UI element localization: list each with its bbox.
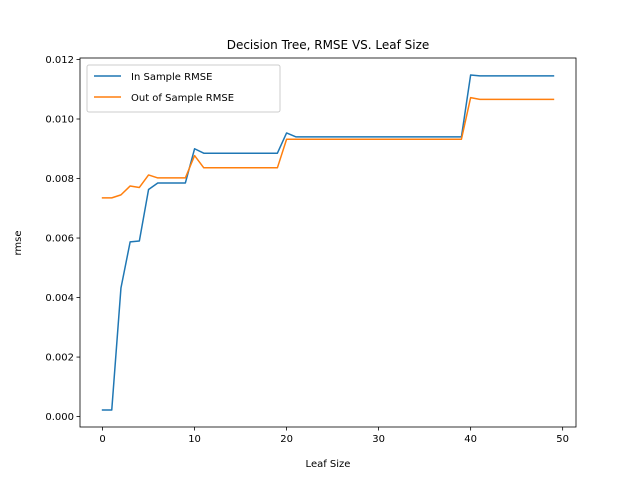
x-tick-label: 40 — [464, 434, 477, 445]
x-axis-label: Leaf Size — [306, 459, 351, 470]
y-tick-label: 0.008 — [45, 174, 74, 185]
y-tick-label: 0.010 — [45, 115, 74, 126]
y-tick-label: 0.004 — [45, 293, 74, 304]
y-tick-label: 0.006 — [45, 234, 74, 245]
y-axis-label: rmse — [13, 230, 24, 255]
y-tick-label: 0.002 — [45, 353, 74, 364]
x-tick-label: 0 — [99, 434, 105, 445]
series-line-in-sample — [101, 74, 555, 411]
legend-box — [86, 64, 281, 113]
x-axis: 0 10 20 30 40 50 — [99, 427, 569, 445]
series-line-out-of-sample — [101, 96, 555, 199]
plot-area — [101, 74, 555, 411]
x-tick-label: 30 — [372, 434, 385, 445]
legend-label-out-of-sample: Out of Sample RMSE — [131, 93, 234, 104]
y-axis: 0.000 0.002 0.004 0.006 0.008 0.010 0.012 — [45, 55, 80, 423]
x-tick-label: 10 — [188, 434, 201, 445]
legend-label-in-sample: In Sample RMSE — [131, 72, 212, 83]
y-tick-label: 0.000 — [45, 412, 74, 423]
legend: In Sample RMSE Out of Sample RMSE — [86, 64, 281, 113]
axes-frame — [79, 57, 577, 428]
x-tick-label: 50 — [556, 434, 569, 445]
chart-title: Decision Tree, RMSE VS. Leaf Size — [227, 38, 430, 52]
y-tick-label: 0.012 — [45, 55, 74, 66]
x-tick-label: 20 — [280, 434, 293, 445]
